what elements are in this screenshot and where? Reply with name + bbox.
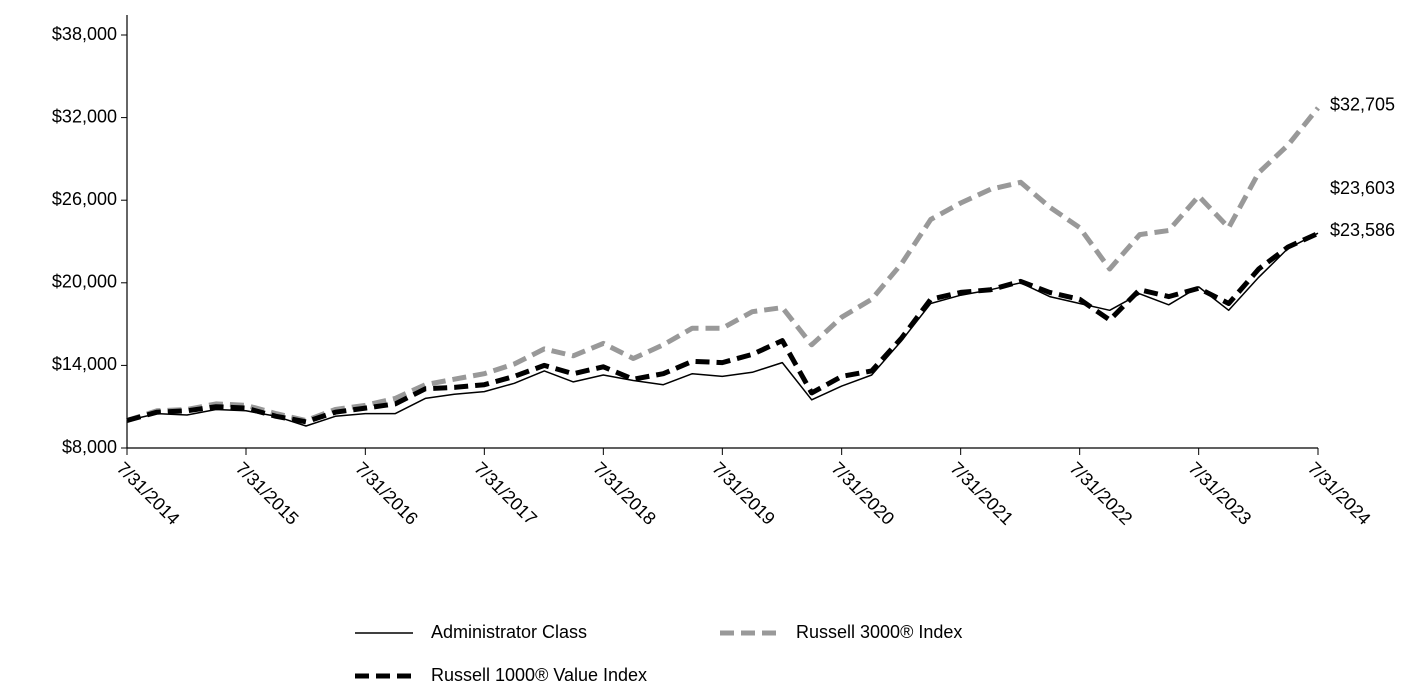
y-tick-label: $32,000	[52, 106, 117, 126]
series-line	[126, 232, 1319, 427]
x-tick-label: 7/31/2019	[708, 458, 779, 529]
x-tick-label: 7/31/2016	[351, 458, 422, 529]
series-line	[126, 106, 1320, 423]
series-line	[126, 231, 1320, 425]
y-tick-label: $38,000	[52, 24, 117, 44]
y-tick-label: $26,000	[52, 189, 117, 209]
end-label: $23,603	[1330, 178, 1395, 198]
x-tick-label: 7/31/2024	[1304, 458, 1375, 529]
x-tick-label: 7/31/2014	[113, 458, 184, 529]
y-tick-label: $14,000	[52, 354, 117, 374]
legend-label: Administrator Class	[431, 622, 587, 642]
x-tick-label: 7/31/2015	[232, 458, 303, 529]
y-tick-label: $20,000	[52, 272, 117, 292]
end-label: $32,705	[1330, 95, 1395, 115]
end-label: $23,586	[1330, 220, 1395, 240]
x-tick-label: 7/31/2017	[470, 458, 541, 529]
legend-label: Russell 1000® Value Index	[431, 665, 647, 684]
x-tick-label: 7/31/2022	[1065, 458, 1136, 529]
legend-label: Russell 3000® Index	[796, 622, 962, 642]
x-tick-label: 7/31/2020	[827, 458, 898, 529]
y-tick-label: $8,000	[62, 437, 117, 457]
x-tick-label: 7/31/2018	[589, 458, 660, 529]
x-tick-label: 7/31/2023	[1184, 458, 1255, 529]
x-tick-label: 7/31/2021	[946, 458, 1017, 529]
